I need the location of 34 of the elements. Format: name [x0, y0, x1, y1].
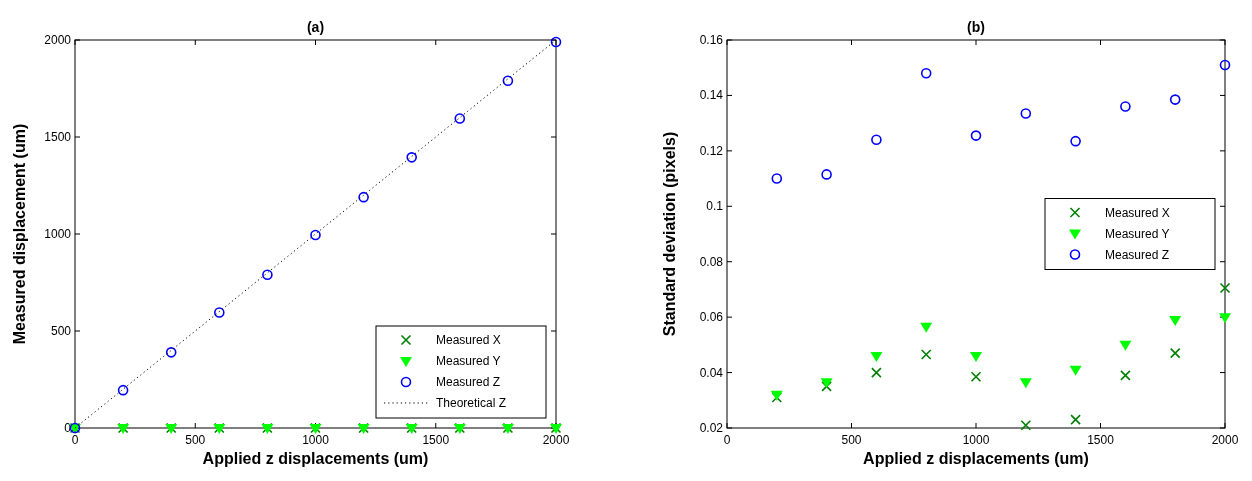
chart-title: (b)	[967, 19, 985, 35]
y-tick-label: 0.14	[699, 88, 724, 103]
y-tick-label: 0.02	[699, 421, 724, 435]
y-tick-label: 0.08	[699, 254, 724, 269]
y-tick-label: 1500	[44, 130, 72, 144]
legend-label: Measured Y	[1105, 226, 1170, 241]
y-tick-label: 500	[50, 324, 72, 338]
x-tick-label: 1500	[422, 433, 450, 447]
legend-label: Measured X	[436, 333, 501, 347]
legend-label: Measured Z	[1105, 247, 1170, 262]
y-tick-label: 0.04	[699, 365, 724, 380]
x-tick-label: 2000	[1211, 433, 1239, 447]
x-axis-title: Applied z displacements (um)	[202, 450, 429, 467]
legend-label: Theoretical Z	[436, 396, 507, 410]
x-tick-label: 500	[185, 433, 206, 447]
x-tick-label: 1500	[1087, 433, 1115, 447]
legend-label: Measured Z	[436, 375, 501, 389]
y-axis-title: Standard deviation (pixels)	[661, 131, 678, 337]
legend-label: Measured Y	[436, 354, 501, 368]
y-axis-title: Measured displacement (um)	[11, 123, 28, 345]
chart-title: (a)	[306, 19, 325, 35]
y-tick-label: 0.1	[706, 199, 724, 214]
y-tick-label: 0.06	[699, 310, 724, 325]
y-tick-label: 1000	[44, 227, 72, 241]
x-axis-title: Applied z displacements (um)	[863, 450, 1089, 467]
y-tick-label: 0.12	[699, 143, 724, 158]
legend-label: Measured X	[1105, 205, 1170, 220]
x-tick-label: 1000	[302, 433, 330, 447]
y-tick-label: 0	[64, 421, 72, 435]
y-tick-label: 0.16	[699, 33, 724, 47]
x-tick-label: 500	[841, 433, 862, 447]
y-tick-label: 2000	[44, 33, 72, 47]
x-tick-label: 1000	[962, 433, 990, 447]
x-tick-label: 2000	[542, 433, 570, 447]
